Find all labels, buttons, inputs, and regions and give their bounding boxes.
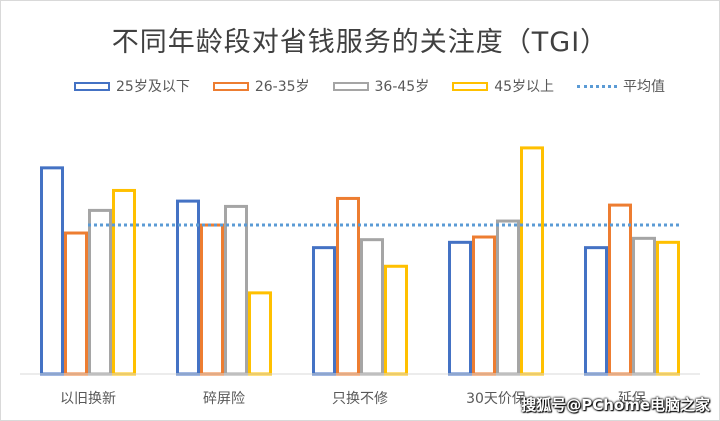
bar-4-series-0 [584, 246, 608, 376]
legend-label-series-2: 36-45岁 [374, 79, 430, 95]
legend-label-series-0: 25岁及以下 [116, 79, 190, 95]
x-tick-label-4: 延保 [618, 391, 646, 407]
legend-swatch-series-2 [332, 81, 369, 91]
legend-item-series-3: 45岁以上 [452, 76, 554, 96]
bar-0-series-2 [88, 208, 112, 376]
chart-title: 不同年龄段对省钱服务的关注度（TGI） [111, 27, 609, 58]
legend-swatch-series-1 [212, 81, 249, 91]
x-tick-label-1: 碎屏险 [203, 391, 245, 407]
bar-1-series-0 [176, 199, 200, 376]
watermark-text: 搜狐号@PChome电脑之家 [521, 396, 710, 414]
bar-3-series-0 [448, 240, 472, 376]
legend-item-series-1: 26-35岁 [212, 76, 310, 96]
bar-1-series-1 [200, 223, 224, 376]
legend-item-series-2: 36-45岁 [332, 76, 430, 96]
legend-swatch-series-0 [74, 81, 110, 91]
bar-2-series-3 [384, 264, 408, 376]
legend-dots-average [577, 84, 618, 88]
bar-3-series-3 [520, 146, 544, 376]
x-tick-label-2: 只换不修 [332, 390, 388, 407]
chart-legend: 25岁及以下 26-35岁 36-45岁 45岁以上 平均值 [74, 76, 688, 96]
legend-item-series-0: 25岁及以下 [74, 76, 190, 96]
legend-item-average: 平均值 [577, 76, 665, 96]
bar-0-series-0 [40, 166, 64, 376]
bar-3-series-1 [472, 235, 496, 376]
bar-3-series-2 [496, 219, 520, 376]
x-tick-label-0: 以旧换新 [60, 390, 116, 407]
bar-2-series-2 [360, 238, 384, 376]
x-tick-label-3: 30天价保 [466, 391, 526, 407]
legend-label-average: 平均值 [623, 79, 666, 95]
bar-4-series-3 [656, 240, 680, 376]
bar-4-series-1 [608, 203, 632, 376]
legend-label-series-1: 26-35岁 [254, 79, 310, 95]
legend-label-series-3: 45岁以上 [494, 79, 555, 95]
bar-2-series-0 [312, 246, 336, 376]
bar-1-series-2 [224, 204, 248, 376]
bar-4-series-2 [632, 236, 656, 376]
bar-1-series-3 [248, 291, 272, 376]
legend-swatch-series-3 [452, 81, 489, 91]
bar-0-series-1 [64, 231, 88, 376]
bar-0-series-3 [112, 188, 136, 376]
